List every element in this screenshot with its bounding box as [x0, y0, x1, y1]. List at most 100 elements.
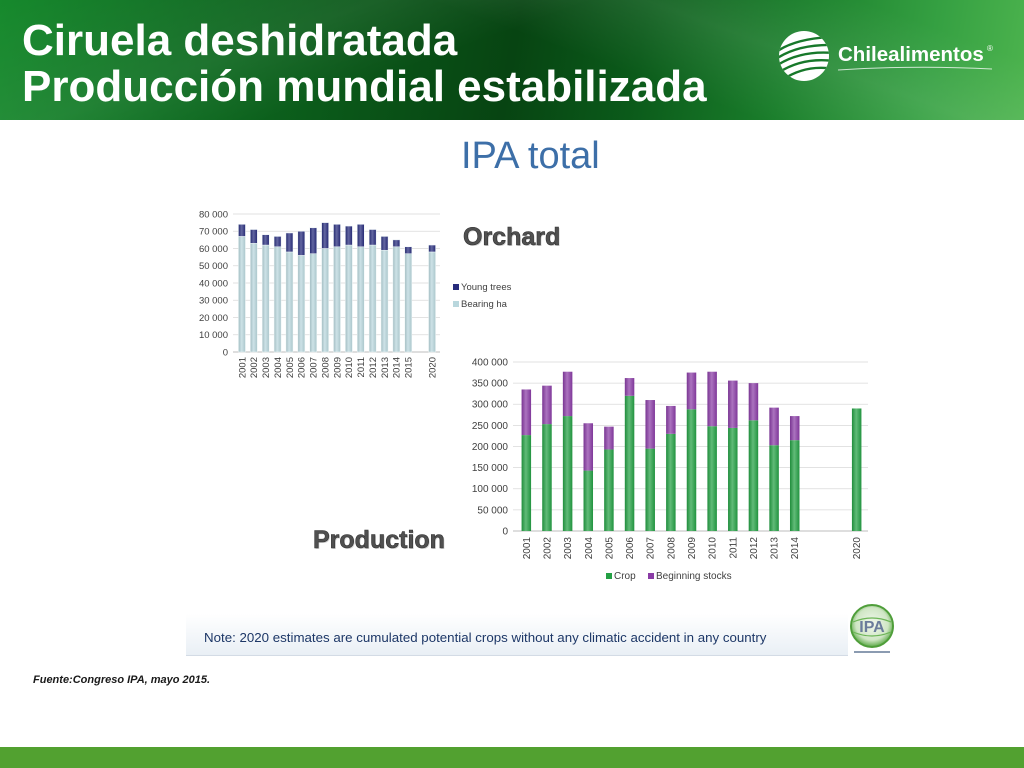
y-tick-label: 20 000 — [199, 313, 228, 324]
bar-crop-2001 — [521, 435, 532, 531]
bar-crop-2005 — [604, 449, 614, 531]
orchard-chart-title: Orchard — [463, 223, 561, 251]
orchard-chart: 0 10 000 20 000 30 000 40 000 50 000 60 000 70 … — [199, 209, 512, 378]
slide-header: Ciruela deshidratada Producción mundial … — [0, 0, 1024, 120]
y-tick-label: 200 000 — [472, 442, 509, 453]
x-tick-label: 2015 — [404, 357, 415, 378]
bar-beginning-stocks-2010 — [707, 371, 717, 427]
x-tick-label: 2002 — [249, 357, 260, 378]
bar-young-trees-2006 — [297, 231, 306, 256]
ipa-globe-icon: IPA — [850, 604, 894, 653]
legend-label-beginning-stocks: Beginning stocks — [656, 571, 732, 582]
y-tick-label: 0 — [223, 347, 228, 358]
x-tick-label: 2001 — [522, 537, 533, 560]
bar-bearing-ha-2004 — [273, 246, 282, 353]
bar-crop-2008 — [666, 433, 676, 531]
x-tick-label: 2020 — [427, 357, 438, 378]
header-background-streaks — [0, 0, 1024, 120]
x-tick-label: 2010 — [708, 537, 719, 560]
bar-crop-2006 — [624, 395, 635, 531]
y-tick-label: 30 000 — [199, 296, 228, 307]
bar-bearing-ha-2015 — [404, 253, 413, 353]
bar-bearing-ha-2007 — [309, 253, 317, 353]
bars — [521, 371, 862, 531]
y-tick-label: 40 000 — [199, 278, 228, 289]
legend-swatch-bearing-ha — [453, 301, 459, 307]
x-tick-label: 2012 — [368, 357, 379, 378]
source-citation: Fuente:Congreso IPA, mayo 2015. — [33, 674, 211, 686]
bar-bearing-ha-2010 — [345, 244, 353, 353]
bar-young-trees-2015 — [404, 246, 413, 254]
x-tick-label: 2009 — [332, 357, 343, 378]
bar-bearing-ha-2012 — [368, 244, 377, 353]
production-chart-title: Production — [313, 526, 446, 554]
bar-bearing-ha-2020 — [428, 251, 436, 353]
slide-title-line-2: Producción mundial estabilizada — [22, 62, 707, 111]
x-tick-label: 2006 — [297, 357, 308, 378]
legend: Young trees Bearing ha — [453, 282, 512, 310]
bar-beginning-stocks-2002 — [542, 385, 552, 425]
bar-beginning-stocks-2001 — [521, 389, 532, 436]
bar-beginning-stocks-2009 — [686, 372, 697, 410]
bar-crop-2003 — [562, 416, 573, 531]
bar-young-trees-2011 — [357, 224, 365, 248]
bar-beginning-stocks-2003 — [562, 371, 573, 417]
y-tick-label: 10 000 — [199, 330, 228, 341]
bar-young-trees-2013 — [380, 236, 389, 251]
bar-crop-2020 — [851, 408, 862, 531]
legend-swatch-crop — [606, 573, 612, 579]
x-tick-label: 2005 — [285, 357, 296, 378]
x-tick-label: 2005 — [604, 537, 615, 560]
bar-young-trees-2004 — [273, 236, 282, 248]
bar-beginning-stocks-2007 — [645, 400, 655, 449]
chilealimentos-globe-icon — [779, 31, 829, 81]
x-tick-label: 2011 — [356, 357, 367, 377]
bar-beginning-stocks-2012 — [748, 383, 759, 421]
bar-bearing-ha-2008 — [321, 248, 329, 353]
x-tick-label: 2003 — [261, 357, 272, 378]
slide-title-line-1: Ciruela deshidratada — [22, 16, 458, 65]
bar-crop-2010 — [707, 426, 717, 531]
bar-crop-2004 — [583, 470, 594, 531]
x-tick-label: 2020 — [852, 537, 863, 560]
legend-label-bearing-ha: Bearing ha — [461, 299, 508, 310]
bar-beginning-stocks-2014 — [789, 416, 800, 441]
bar-bearing-ha-2013 — [380, 249, 389, 353]
y-tick-label: 60 000 — [199, 244, 228, 255]
y-tick-label: 70 000 — [199, 227, 228, 238]
bars — [238, 222, 436, 353]
x-tick-label: 2006 — [625, 537, 636, 560]
x-tick-label: 2001 — [237, 357, 248, 378]
x-tick-label: 2013 — [380, 357, 391, 378]
bar-bearing-ha-2001 — [238, 236, 246, 353]
legend: Crop Beginning stocks — [606, 571, 732, 582]
figure-note: Note: 2020 estimates are cumulated poten… — [204, 630, 767, 645]
bar-crop-2014 — [789, 440, 800, 531]
note-band — [186, 614, 848, 656]
y-tick-label: 300 000 — [472, 400, 509, 411]
figure-heading: IPA total — [461, 135, 600, 177]
y-tick-label: 100 000 — [472, 484, 509, 495]
bar-bearing-ha-2003 — [261, 244, 270, 353]
x-tick-label: 2007 — [309, 357, 320, 378]
x-tick-label: 2008 — [666, 537, 677, 560]
bar-young-trees-2007 — [309, 227, 317, 254]
bar-beginning-stocks-2013 — [769, 407, 779, 446]
bar-young-trees-2005 — [285, 232, 294, 253]
x-tick-label: 2002 — [542, 537, 553, 560]
bar-beginning-stocks-2011 — [728, 380, 738, 428]
y-tick-label: 350 000 — [472, 379, 509, 390]
x-tick-label: 2009 — [687, 537, 698, 560]
y-tick-label: 50 000 — [477, 505, 508, 516]
bar-young-trees-2009 — [333, 224, 341, 248]
bar-crop-2009 — [686, 409, 697, 531]
x-tick-label: 2008 — [320, 357, 331, 378]
bar-young-trees-2001 — [238, 224, 246, 237]
bar-bearing-ha-2011 — [357, 246, 365, 353]
bar-crop-2007 — [645, 448, 655, 531]
bar-bearing-ha-2002 — [250, 243, 258, 353]
bar-crop-2002 — [542, 424, 552, 531]
y-tick-label: 250 000 — [472, 421, 509, 432]
